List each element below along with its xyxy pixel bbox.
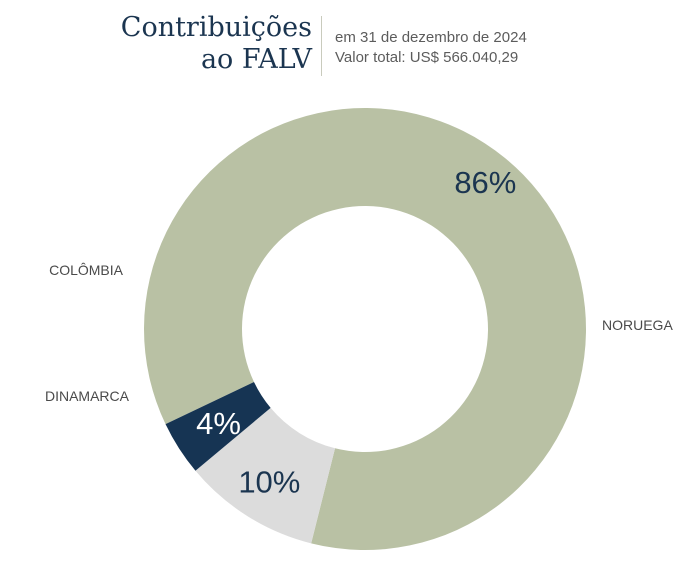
subtitle-total: Valor total: US$ 566.040,29 [335, 49, 519, 66]
category-label-dinamarca: DINAMARCA [45, 388, 130, 404]
slice-colombia [165, 381, 271, 471]
category-label-colombia: COLÔMBIA [49, 262, 124, 278]
slice-dinamarca [195, 407, 336, 544]
chart-header: Contribuições ao FALV em 31 de dezembro … [0, 10, 696, 80]
pct-label-dinamarca: 10% [238, 464, 300, 499]
pct-label-noruega: 86% [454, 165, 516, 200]
subtitle-date: em 31 de dezembro de 2024 [335, 29, 527, 46]
category-label-noruega: NORUEGA [602, 317, 673, 333]
title-divider [321, 16, 322, 76]
slice-noruega [144, 108, 587, 551]
chart-title-line2: ao FALV [200, 44, 312, 75]
chart-subtitle: em 31 de dezembro de 2024 Valor total: U… [335, 28, 527, 68]
chart-title-line1: Contribuições [120, 12, 312, 43]
pct-label-colombia: 4% [196, 406, 241, 441]
chart-title: Contribuições ao FALV [121, 12, 312, 76]
